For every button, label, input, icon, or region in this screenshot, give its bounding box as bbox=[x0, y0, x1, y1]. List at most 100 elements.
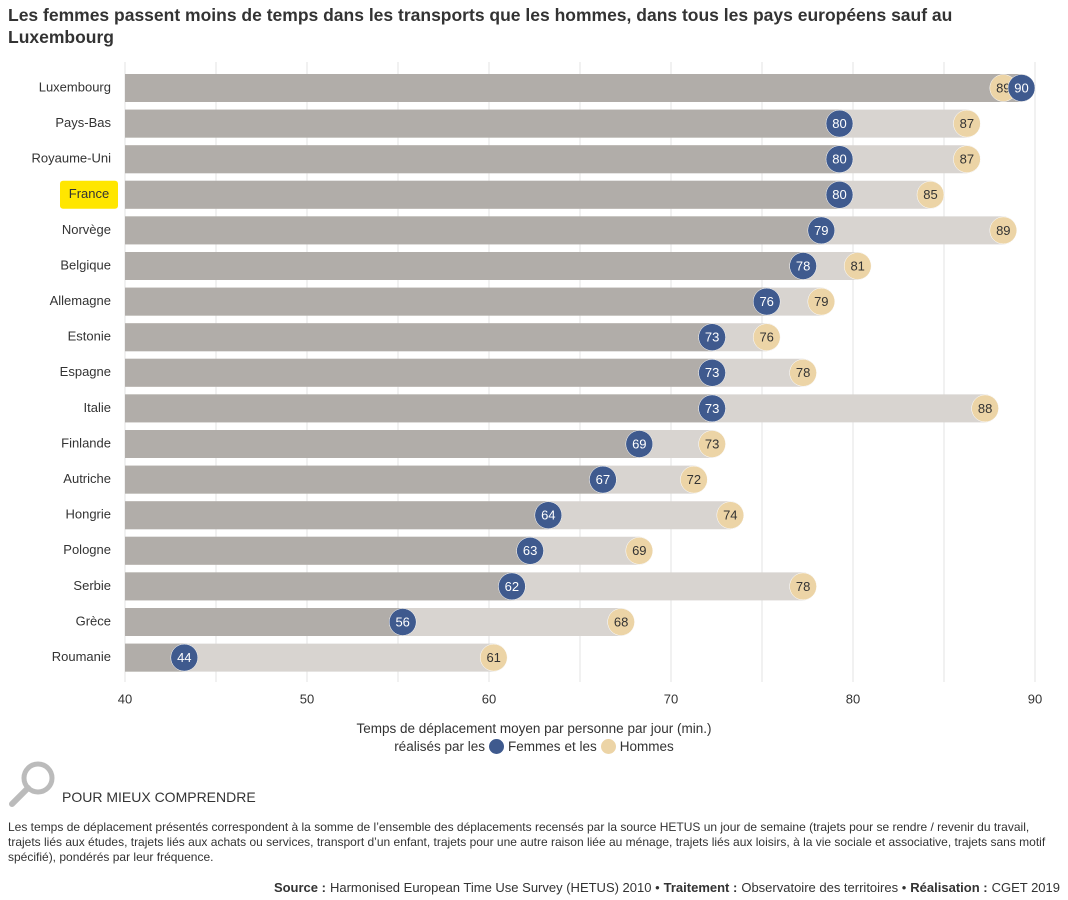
legend-swatch bbox=[600, 738, 616, 754]
chart-title: Les femmes passent moins de temps dans l… bbox=[8, 5, 953, 47]
dot-label: 73 bbox=[705, 401, 719, 416]
dot bbox=[752, 287, 781, 316]
y-tick-label: Grèce bbox=[76, 613, 111, 628]
dot bbox=[807, 287, 836, 316]
bar bbox=[125, 180, 853, 209]
legend: Temps de déplacement moyen par personne … bbox=[0, 720, 1068, 755]
y-tick-label: Italie bbox=[84, 400, 111, 415]
dot-label: 63 bbox=[523, 543, 537, 558]
dot-label: 79 bbox=[814, 223, 828, 238]
bar bbox=[125, 465, 617, 494]
dot bbox=[953, 109, 981, 138]
dot bbox=[698, 430, 726, 458]
credit-label: Traitement : bbox=[663, 880, 738, 895]
dot-label: 67 bbox=[596, 472, 610, 487]
dot-label: 69 bbox=[632, 543, 646, 558]
dot-label: 90 bbox=[1014, 80, 1028, 95]
bar bbox=[125, 643, 508, 672]
bar bbox=[125, 145, 853, 174]
dot-label: 73 bbox=[705, 436, 719, 451]
credit-label: Réalisation : bbox=[910, 880, 988, 895]
y-tick-label: Hongrie bbox=[65, 507, 111, 522]
dot bbox=[698, 323, 726, 351]
dot-label: 74 bbox=[723, 508, 737, 523]
highlight-box bbox=[60, 180, 118, 209]
x-tick-label: 50 bbox=[300, 691, 314, 706]
y-tick-label: Pays-Bas bbox=[55, 115, 111, 130]
dot-label: 61 bbox=[486, 650, 500, 665]
dot-label: 89 bbox=[996, 223, 1010, 238]
dot-label: 81 bbox=[850, 258, 864, 273]
bar bbox=[125, 287, 781, 316]
y-tick-label: Serbie bbox=[73, 578, 111, 593]
dot bbox=[789, 252, 817, 280]
legend-label: Femmes bbox=[507, 738, 561, 754]
dot-label: 62 bbox=[505, 579, 519, 594]
dot-label: 68 bbox=[614, 614, 628, 629]
dot bbox=[971, 394, 999, 423]
dot-label: 79 bbox=[814, 294, 828, 309]
y-tick-label: Roumanie bbox=[52, 649, 111, 664]
dot bbox=[625, 537, 654, 565]
dot bbox=[498, 572, 526, 601]
dot bbox=[698, 394, 726, 423]
y-tick-label: Autriche bbox=[63, 471, 111, 486]
x-tick-label: 40 bbox=[118, 691, 132, 706]
y-tick-label: Finlande bbox=[61, 435, 111, 450]
legend-row: réalisés par les Femmes et les Hommes bbox=[0, 737, 1068, 755]
dot-label: 80 bbox=[832, 152, 846, 167]
bar bbox=[125, 358, 726, 387]
dot-label: 78 bbox=[796, 258, 810, 273]
bar bbox=[125, 252, 817, 280]
legend-label: Hommes bbox=[619, 738, 674, 754]
dot bbox=[625, 430, 654, 458]
x-tick-label: 80 bbox=[846, 691, 860, 706]
bar bbox=[125, 394, 726, 423]
x-tick-label: 70 bbox=[664, 691, 678, 706]
bar bbox=[125, 430, 653, 458]
dot-label: 73 bbox=[705, 365, 719, 380]
dot-label: 64 bbox=[541, 508, 555, 523]
dot-label: 78 bbox=[796, 579, 810, 594]
dot-label: 78 bbox=[796, 365, 810, 380]
dot bbox=[825, 181, 854, 209]
dot-label: 76 bbox=[759, 294, 773, 309]
dot bbox=[607, 608, 635, 636]
dot bbox=[534, 501, 563, 529]
credits: Source : Harmonised European Time Use Sur… bbox=[274, 880, 1060, 895]
legend-text: et les bbox=[564, 738, 597, 754]
dot-label: 69 bbox=[632, 436, 646, 451]
dot bbox=[843, 252, 872, 280]
dot-label: 87 bbox=[960, 116, 974, 131]
dot-label: 89 bbox=[996, 80, 1010, 95]
magnifier-icon bbox=[9, 761, 55, 807]
notes-heading: POUR MIEUX COMPRENDRE bbox=[62, 789, 256, 805]
dot bbox=[170, 643, 199, 672]
dot-label: 76 bbox=[759, 330, 773, 345]
dot bbox=[589, 465, 617, 494]
bar bbox=[125, 608, 417, 636]
y-tick-label: Espagne bbox=[60, 364, 111, 379]
dot bbox=[807, 216, 836, 245]
dot bbox=[752, 323, 781, 351]
dot-label: 80 bbox=[832, 187, 846, 202]
dot bbox=[825, 109, 854, 138]
dot bbox=[953, 145, 981, 173]
dot-label: 87 bbox=[960, 152, 974, 167]
legend-swatch bbox=[488, 738, 504, 754]
bar bbox=[125, 216, 835, 245]
dot bbox=[789, 572, 817, 601]
dot bbox=[698, 359, 726, 387]
dot bbox=[789, 359, 817, 387]
dot bbox=[388, 608, 417, 636]
dot-label: 85 bbox=[923, 187, 937, 202]
bar bbox=[125, 323, 726, 352]
dot-label: 72 bbox=[687, 472, 701, 487]
dot bbox=[479, 643, 508, 672]
y-tick-label: France bbox=[69, 186, 109, 201]
notes-text: Les temps de déplacement présentés corre… bbox=[8, 820, 1046, 864]
y-tick-label: Belgique bbox=[60, 257, 111, 272]
y-tick-label: Royaume-Uni bbox=[32, 151, 112, 166]
x-tick-label: 60 bbox=[482, 691, 496, 706]
dot bbox=[825, 145, 854, 173]
